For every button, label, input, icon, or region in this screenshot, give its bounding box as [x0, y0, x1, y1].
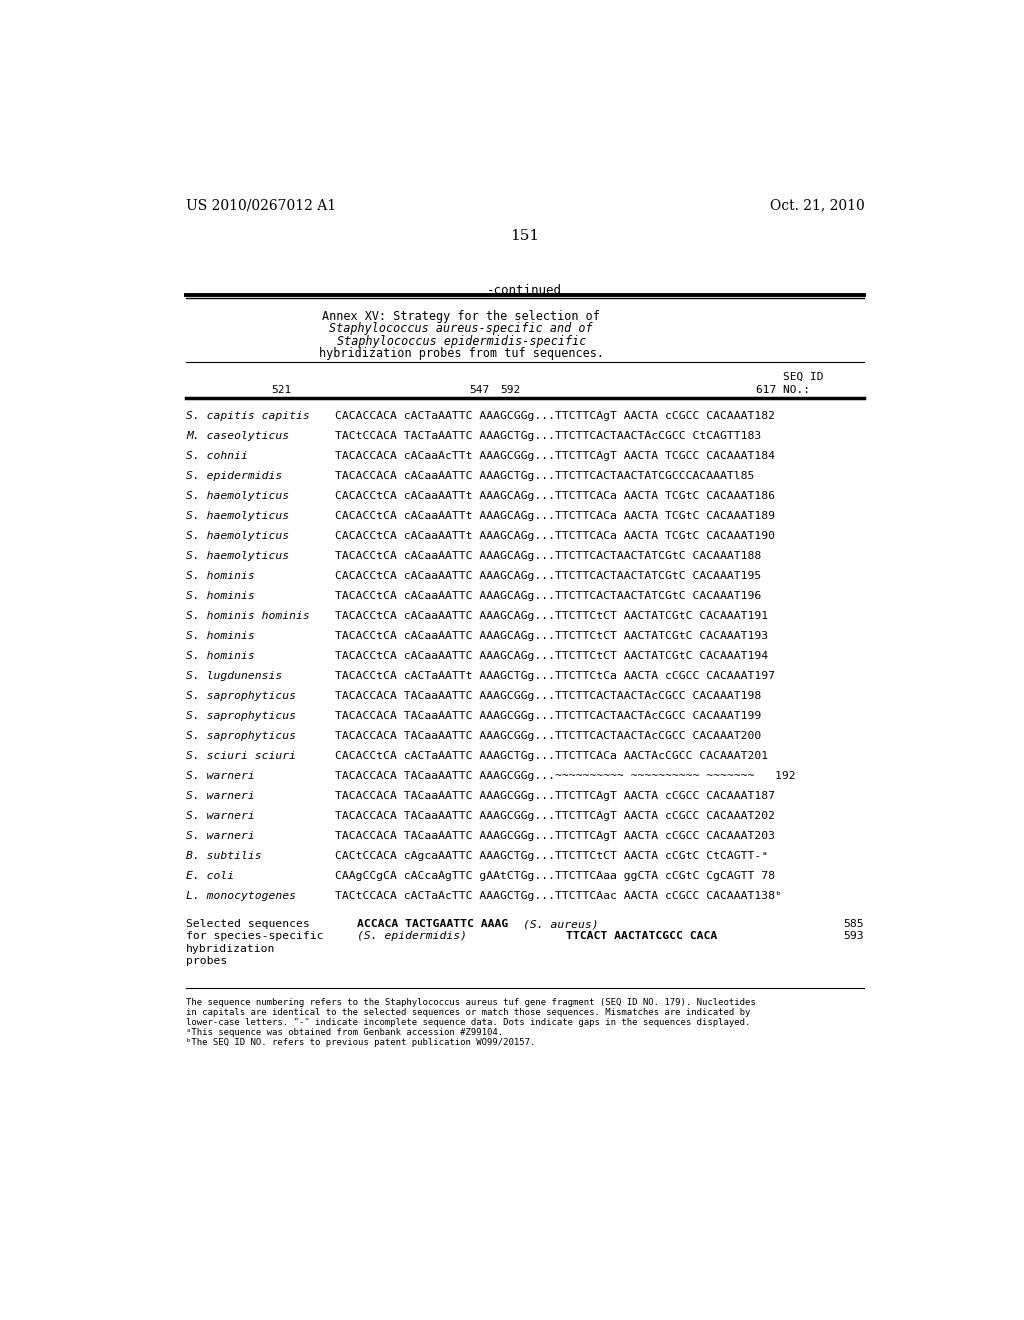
- Text: M. caseolyticus: M. caseolyticus: [186, 430, 289, 441]
- Text: in capitals are identical to the selected sequences or match those sequences. Mi: in capitals are identical to the selecte…: [186, 1007, 751, 1016]
- Text: Staphylococcus epidermidis-specific: Staphylococcus epidermidis-specific: [337, 335, 586, 347]
- Text: S. cohnii: S. cohnii: [186, 451, 248, 461]
- Text: S. haemolyticus: S. haemolyticus: [186, 491, 289, 502]
- Text: The sequence numbering refers to the Staphylococcus aureus tuf gene fragment (SE: The sequence numbering refers to the Sta…: [186, 998, 756, 1007]
- Text: Annex XV: Strategy for the selection of: Annex XV: Strategy for the selection of: [323, 310, 600, 323]
- Text: TACACCACA TACaaAATTC AAAGCGGg...TTCTTCAgT AACTA cCGCC CACAAAT187: TACACCACA TACaaAATTC AAAGCGGg...TTCTTCAg…: [335, 792, 775, 801]
- Text: S. hominis: S. hominis: [186, 572, 255, 581]
- Text: for species-specific: for species-specific: [186, 932, 324, 941]
- Text: CACACCtCA cACTaAATTC AAAGCTGg...TTCTTCACa AACTAcCGCC CACAAAT201: CACACCtCA cACTaAATTC AAAGCTGg...TTCTTCAC…: [335, 751, 768, 762]
- Text: CACACCtCA cACaaAATTC AAAGCAGg...TTCTTCACTAACTATCGtC CACAAAT195: CACACCtCA cACaaAATTC AAAGCAGg...TTCTTCAC…: [335, 572, 761, 581]
- Text: TACACCtCA cACTaAATTt AAAGCTGg...TTCTTCtCa AACTA cCGCC CACAAAT197: TACACCtCA cACTaAATTt AAAGCTGg...TTCTTCtC…: [335, 671, 775, 681]
- Text: 521: 521: [271, 385, 292, 395]
- Text: TACACCtCA cACaaAATTC AAAGCAGg...TTCTTCtCT AACTATCGtC CACAAAT193: TACACCtCA cACaaAATTC AAAGCAGg...TTCTTCtC…: [335, 631, 768, 642]
- Text: CACACCACA cACTaAATTC AAAGCGGg...TTCTTCAgT AACTA cCGCC CACAAAT182: CACACCACA cACTaAATTC AAAGCGGg...TTCTTCAg…: [335, 411, 775, 421]
- Text: CACtCCACA cAgcaAATTC AAAGCTGg...TTCTTCtCT AACTA cCGtC CtCAGTT-ᵃ: CACtCCACA cAgcaAATTC AAAGCTGg...TTCTTCtC…: [335, 851, 768, 862]
- Text: S. haemolyticus: S. haemolyticus: [186, 552, 289, 561]
- Text: CAAgCCgCA cACcaAgTTC gAAtCTGg...TTCTTCAaa ggCTA cCGtC CgCAGTT 78: CAAgCCgCA cACcaAgTTC gAAtCTGg...TTCTTCAa…: [335, 871, 775, 882]
- Text: 151: 151: [510, 230, 540, 243]
- Text: TTCACT AACTATCGCC CACA: TTCACT AACTATCGCC CACA: [566, 932, 717, 941]
- Text: TACACCACA TACaaAATTC AAAGCGGg...~~~~~~~~~~ ~~~~~~~~~~ ~~~~~~~   192: TACACCACA TACaaAATTC AAAGCGGg...~~~~~~~~…: [335, 771, 796, 781]
- Text: hybridization probes from tuf sequences.: hybridization probes from tuf sequences.: [318, 347, 604, 360]
- Text: TACACCACA TACaaAATTC AAAGCGGg...TTCTTCACTAACTAcCGCC CACAAAT200: TACACCACA TACaaAATTC AAAGCGGg...TTCTTCAC…: [335, 731, 761, 742]
- Text: E. coli: E. coli: [186, 871, 234, 882]
- Text: S. hominis: S. hominis: [186, 631, 255, 642]
- Text: (S. epidermidis): (S. epidermidis): [356, 932, 467, 941]
- Text: S. hominis: S. hominis: [186, 591, 255, 601]
- Text: TACtCCACA TACTaAATTC AAAGCTGg...TTCTTCACTAACTAcCGCC CtCAGTT183: TACtCCACA TACTaAATTC AAAGCTGg...TTCTTCAC…: [335, 430, 761, 441]
- Text: Selected sequences: Selected sequences: [186, 919, 310, 929]
- Text: S. saprophyticus: S. saprophyticus: [186, 692, 296, 701]
- Text: B. subtilis: B. subtilis: [186, 851, 262, 862]
- Text: TACACCtCA cACaaAATTC AAAGCAGg...TTCTTCACTAACTATCGtC CACAAAT196: TACACCtCA cACaaAATTC AAAGCAGg...TTCTTCAC…: [335, 591, 761, 601]
- Text: 592: 592: [500, 385, 520, 395]
- Text: ACCACA TACTGAATTC AAAG: ACCACA TACTGAATTC AAAG: [356, 919, 508, 929]
- Text: S. warneri: S. warneri: [186, 812, 255, 821]
- Text: (S. aureus): (S. aureus): [523, 919, 599, 929]
- Text: TACACCACA TACaaAATTC AAAGCGGg...TTCTTCAgT AACTA cCGCC CACAAAT202: TACACCACA TACaaAATTC AAAGCGGg...TTCTTCAg…: [335, 812, 775, 821]
- Text: TACACCACA cACaaAcTTt AAAGCGGg...TTCTTCAgT AACTA TCGCC CACAAAT184: TACACCACA cACaaAcTTt AAAGCGGg...TTCTTCAg…: [335, 451, 775, 461]
- Text: hybridization: hybridization: [186, 944, 275, 954]
- Text: CACACCtCA cACaaAATTt AAAGCAGg...TTCTTCACa AACTA TCGtC CACAAAT190: CACACCtCA cACaaAATTt AAAGCAGg...TTCTTCAC…: [335, 531, 775, 541]
- Text: S. sciuri sciuri: S. sciuri sciuri: [186, 751, 296, 762]
- Text: S. saprophyticus: S. saprophyticus: [186, 731, 296, 742]
- Text: TACACCtCA cACaaAATTC AAAGCAGg...TTCTTCACTAACTATCGtC CACAAAT188: TACACCtCA cACaaAATTC AAAGCAGg...TTCTTCAC…: [335, 552, 761, 561]
- Text: 617 NO.:: 617 NO.:: [756, 385, 810, 395]
- Text: TACACCACA TACaaAATTC AAAGCGGg...TTCTTCACTAACTAcCGCC CACAAAT199: TACACCACA TACaaAATTC AAAGCGGg...TTCTTCAC…: [335, 711, 761, 721]
- Text: 585: 585: [844, 919, 864, 929]
- Text: Staphylococcus aureus-specific and of: Staphylococcus aureus-specific and of: [330, 322, 593, 335]
- Text: ᵇThe SEQ ID NO. refers to previous patent publication WO99/20157.: ᵇThe SEQ ID NO. refers to previous paten…: [186, 1038, 536, 1047]
- Text: S. capitis capitis: S. capitis capitis: [186, 411, 310, 421]
- Text: TACACCACA TACaaAATTC AAAGCGGg...TTCTTCAgT AACTA cCGCC CACAAAT203: TACACCACA TACaaAATTC AAAGCGGg...TTCTTCAg…: [335, 832, 775, 841]
- Text: 593: 593: [844, 932, 864, 941]
- Text: lower-case letters. "-" indicate incomplete sequence data. Dots indicate gaps in: lower-case letters. "-" indicate incompl…: [186, 1018, 751, 1027]
- Text: S. saprophyticus: S. saprophyticus: [186, 711, 296, 721]
- Text: S. hominis hominis: S. hominis hominis: [186, 611, 310, 622]
- Text: SEQ ID: SEQ ID: [783, 372, 823, 381]
- Text: S. lugdunensis: S. lugdunensis: [186, 671, 283, 681]
- Text: CACACCtCA cACaaAATTt AAAGCAGg...TTCTTCACa AACTA TCGtC CACAAAT189: CACACCtCA cACaaAATTt AAAGCAGg...TTCTTCAC…: [335, 511, 775, 521]
- Text: TACACCACA TACaaAATTC AAAGCGGg...TTCTTCACTAACTAcCGCC CACAAAT198: TACACCACA TACaaAATTC AAAGCGGg...TTCTTCAC…: [335, 692, 761, 701]
- Text: ᵃThis sequence was obtained from Genbank accession #Z99104.: ᵃThis sequence was obtained from Genbank…: [186, 1028, 503, 1036]
- Text: US 2010/0267012 A1: US 2010/0267012 A1: [186, 198, 336, 213]
- Text: TACACCACA cACaaAATTC AAAGCTGg...TTCTTCACTAACTATCGCCCACAAATl85: TACACCACA cACaaAATTC AAAGCTGg...TTCTTCAC…: [335, 471, 755, 480]
- Text: S. warneri: S. warneri: [186, 832, 255, 841]
- Text: probes: probes: [186, 956, 227, 966]
- Text: TACtCCACA cACTaAcTTC AAAGCTGg...TTCTTCAac AACTA cCGCC CACAAAT138ᵇ: TACtCCACA cACTaAcTTC AAAGCTGg...TTCTTCAa…: [335, 891, 781, 902]
- Text: S. haemolyticus: S. haemolyticus: [186, 531, 289, 541]
- Text: CACACCtCA cACaaAATTt AAAGCAGg...TTCTTCACa AACTA TCGtC CACAAAT186: CACACCtCA cACaaAATTt AAAGCAGg...TTCTTCAC…: [335, 491, 775, 502]
- Text: 547: 547: [469, 385, 489, 395]
- Text: Oct. 21, 2010: Oct. 21, 2010: [769, 198, 864, 213]
- Text: S. epidermidis: S. epidermidis: [186, 471, 283, 480]
- Text: S. haemolyticus: S. haemolyticus: [186, 511, 289, 521]
- Text: -continued: -continued: [487, 284, 562, 297]
- Text: S. warneri: S. warneri: [186, 771, 255, 781]
- Text: TACACCtCA cACaaAATTC AAAGCAGg...TTCTTCtCT AACTATCGtC CACAAAT191: TACACCtCA cACaaAATTC AAAGCAGg...TTCTTCtC…: [335, 611, 768, 622]
- Text: S. warneri: S. warneri: [186, 792, 255, 801]
- Text: S. hominis: S. hominis: [186, 651, 255, 661]
- Text: TACACCtCA cACaaAATTC AAAGCAGg...TTCTTCtCT AACTATCGtC CACAAAT194: TACACCtCA cACaaAATTC AAAGCAGg...TTCTTCtC…: [335, 651, 768, 661]
- Text: L. monocytogenes: L. monocytogenes: [186, 891, 296, 902]
